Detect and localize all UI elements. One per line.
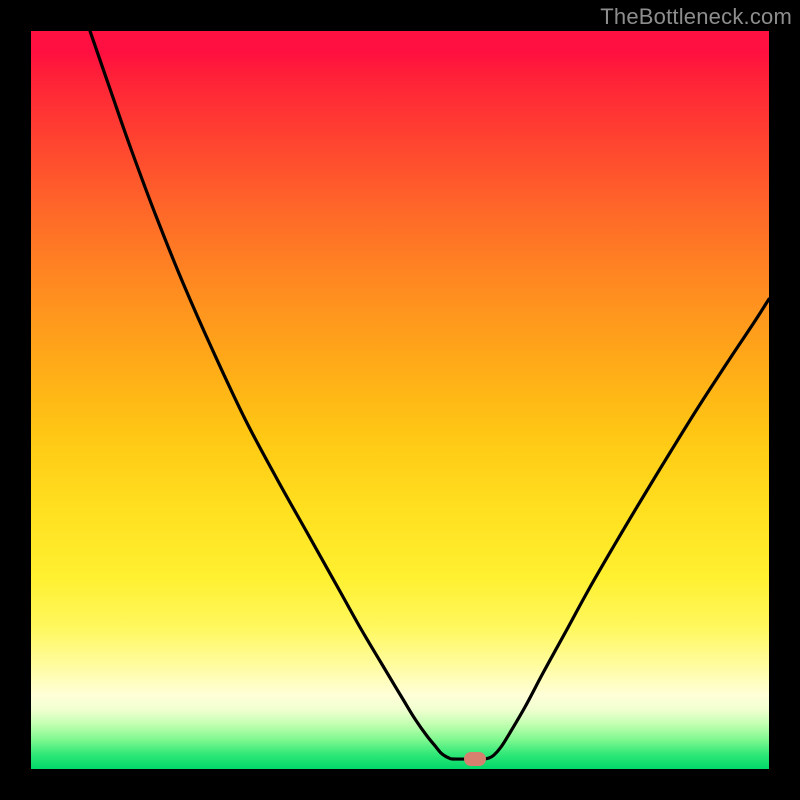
plot-area (31, 31, 769, 769)
bottleneck-curve (90, 31, 769, 759)
optimal-point-marker (464, 752, 486, 766)
bottleneck-curve-svg (31, 31, 769, 769)
chart-frame: TheBottleneck.com (0, 0, 800, 800)
watermark-text: TheBottleneck.com (600, 4, 792, 30)
